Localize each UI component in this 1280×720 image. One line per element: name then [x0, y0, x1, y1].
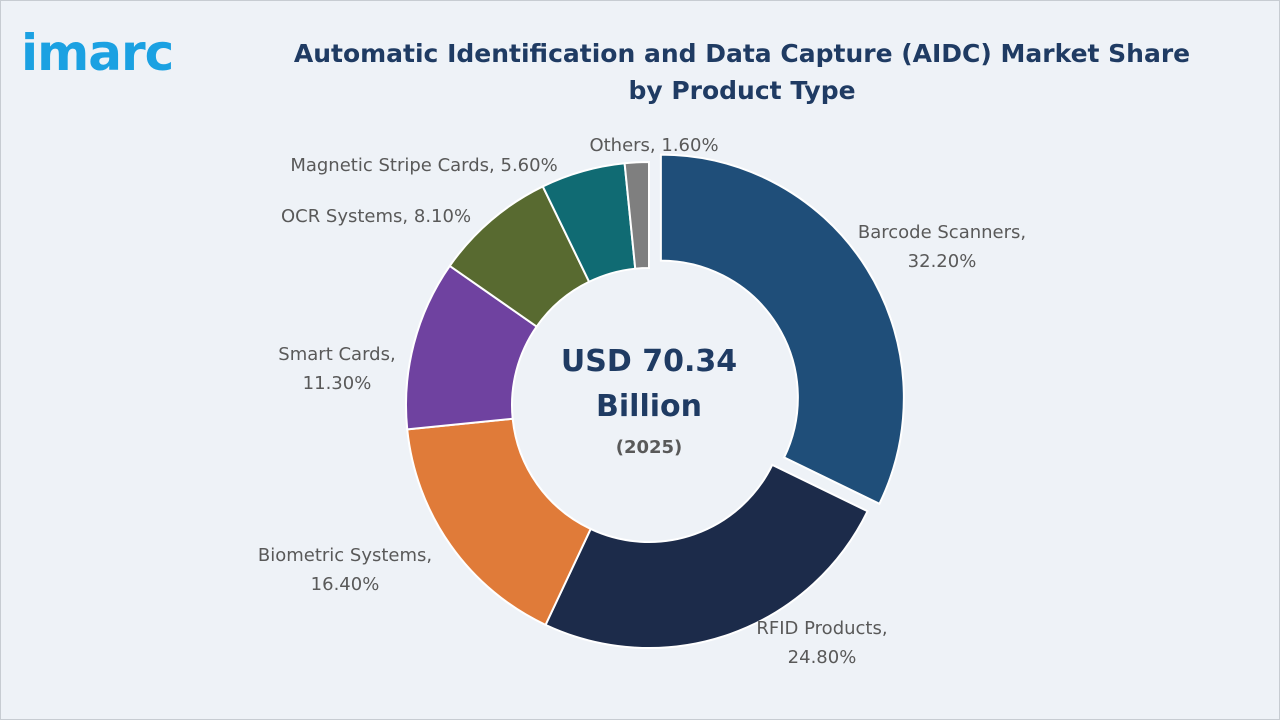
slice-barcode-scanners [659, 153, 905, 506]
slice-rfid-products [544, 463, 869, 649]
label-smart-cards-name: Smart Cards, [278, 344, 395, 365]
slice-others [623, 160, 650, 270]
chart-title: Automatic Identification and Data Captur… [293, 39, 1191, 105]
imarc-logo: imarc [21, 24, 174, 82]
label-biometric-systems-name: Biometric Systems, [258, 545, 432, 566]
label-barcode-scanners-value: 32.20% [908, 251, 977, 272]
label-magnetic-stripe-cards-name: Magnetic Stripe Cards, 5.60% [290, 155, 557, 176]
label-barcode-scanners-name: Barcode Scanners, [858, 222, 1026, 243]
center-value-line2: Billion [596, 389, 702, 424]
label-others-name: Others, 1.60% [589, 135, 718, 156]
label-ocr-systems-name: OCR Systems, 8.10% [281, 206, 471, 227]
slice-biometric-systems [406, 417, 592, 627]
slice-labels: Barcode Scanners, 32.20% RFID Products, 24.… [258, 135, 1026, 668]
center-label: USD 70.34 Billion (2025) [561, 344, 737, 458]
label-rfid-products-name: RFID Products, [756, 618, 887, 639]
label-smart-cards-value: 11.30% [303, 373, 372, 394]
center-year: (2025) [616, 437, 683, 458]
donut-slices [405, 153, 905, 649]
center-value-line1: USD 70.34 [561, 344, 737, 379]
label-biometric-systems-value: 16.40% [311, 574, 380, 595]
label-rfid-products-value: 24.80% [788, 647, 857, 668]
